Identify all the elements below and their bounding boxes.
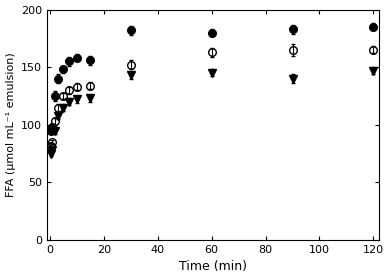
Y-axis label: FFA (μmol mL⁻¹ emulsion): FFA (μmol mL⁻¹ emulsion) bbox=[5, 52, 16, 197]
X-axis label: Time (min): Time (min) bbox=[179, 260, 247, 273]
